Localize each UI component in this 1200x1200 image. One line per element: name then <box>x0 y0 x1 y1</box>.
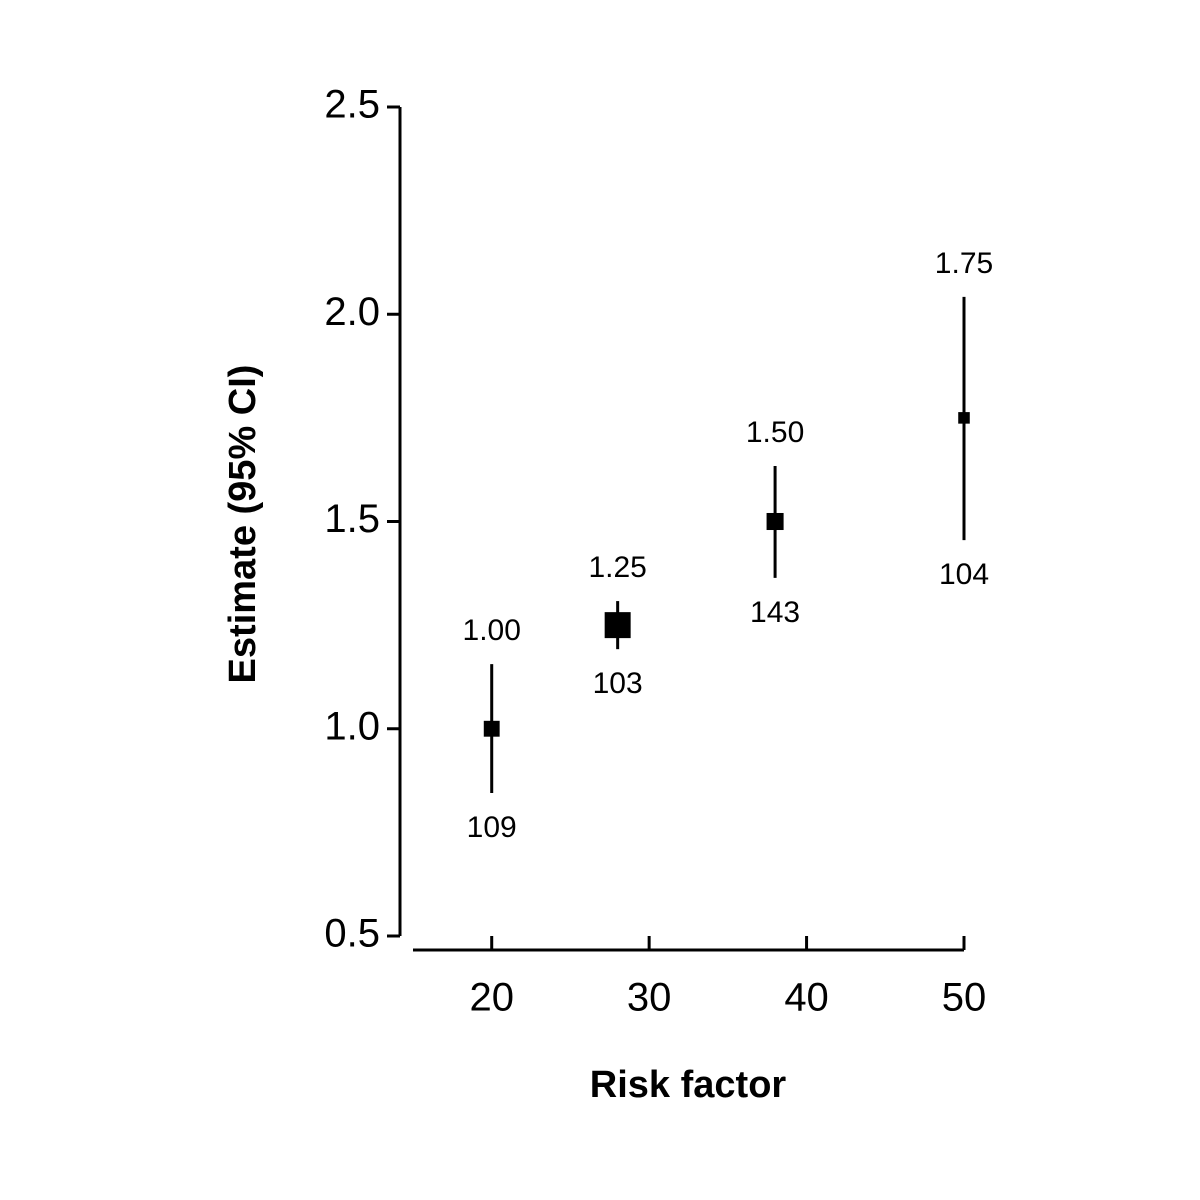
point <box>958 412 970 424</box>
point <box>604 612 631 639</box>
x-tick-label: 40 <box>784 976 829 1020</box>
count-label: 109 <box>467 811 517 844</box>
x-tick-label: 30 <box>627 976 672 1020</box>
value-label: 1.25 <box>588 551 646 584</box>
y-tick-label: 2.0 <box>324 290 380 334</box>
value-label: 1.75 <box>935 247 993 280</box>
x-tick-label: 20 <box>469 976 514 1020</box>
x-tick-label: 50 <box>942 976 987 1020</box>
value-label: 1.00 <box>463 614 521 647</box>
y-tick-label: 1.0 <box>324 704 380 748</box>
x-axis-title: Risk factor <box>590 1064 787 1106</box>
count-label: 103 <box>593 667 643 700</box>
y-tick-label: 1.5 <box>324 497 380 541</box>
count-label: 143 <box>750 596 800 629</box>
y-tick-label: 0.5 <box>324 912 380 956</box>
point <box>766 512 784 531</box>
y-tick-label: 2.5 <box>324 83 380 127</box>
count-label: 104 <box>939 558 989 591</box>
value-label: 1.50 <box>746 416 804 449</box>
y-axis-title: Estimate (95% CI) <box>222 365 264 684</box>
point <box>483 720 500 737</box>
